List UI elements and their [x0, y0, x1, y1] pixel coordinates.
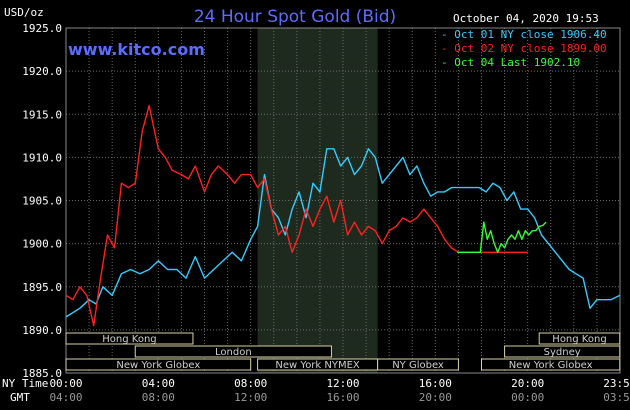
chart-date: October 04, 2020 19:53 — [453, 12, 599, 25]
market-label: Hong Kong — [552, 334, 606, 345]
y-tick-label: 1910.0 — [22, 151, 62, 164]
nymex-session-shading — [257, 28, 378, 373]
x-tick-label-ny: 04:00 — [142, 377, 175, 390]
x-tick-label-gmt: 16:00 — [326, 391, 359, 404]
ny-time-label: NY Time — [2, 377, 48, 390]
grid-lines — [65, 27, 621, 374]
y-tick-label: 1895.0 — [22, 281, 62, 294]
price-series — [65, 104, 621, 327]
x-tick-label-ny: 23:59 — [603, 377, 630, 390]
market-bar — [504, 345, 621, 358]
x-tick-label-gmt: 08:00 — [142, 391, 175, 404]
market-label: New York Globex — [509, 360, 593, 371]
market-bar — [538, 332, 621, 345]
market-label: Hong Kong — [102, 334, 156, 345]
y-tick-label: 1890.0 — [22, 324, 62, 337]
x-tick-label-ny: 20:00 — [511, 377, 544, 390]
market-bar — [481, 358, 621, 371]
market-bar — [65, 358, 252, 371]
y-tick-label: 1925.0 — [22, 22, 62, 35]
market-bar — [134, 345, 332, 358]
y-axis-ticks: 1885.0 1890.0 1895.0 1900.0 1905.0 1910.0 1915… — [22, 22, 62, 380]
x-axis-ticks: 00:0004:0008:0012:0016:0020:0023:5904:00… — [49, 377, 630, 404]
series-line-1 — [65, 148, 621, 318]
x-tick-label-gmt: 20:00 — [419, 391, 452, 404]
y-tick-label: 1900.0 — [22, 238, 62, 251]
y-tick-label: 1905.0 — [22, 195, 62, 208]
x-tick-label-ny: 12:00 — [326, 377, 359, 390]
gmt-label: GMT — [10, 391, 30, 404]
x-tick-label-gmt: 12:00 — [234, 391, 267, 404]
legend: - Oct 01 NY close 1906.40- Oct 02 NY clo… — [441, 28, 607, 69]
y-tick-label: 1885.0 — [22, 367, 62, 380]
y-tick-label: 1920.0 — [22, 65, 62, 78]
x-tick-label-gmt: 03:59 — [603, 391, 630, 404]
market-bar — [65, 332, 194, 345]
x-tick-label-ny: 16:00 — [419, 377, 452, 390]
legend-entry: - Oct 02 NY close 1899.00 — [441, 42, 607, 55]
plot-frame — [65, 27, 621, 374]
market-label: New York NYMEX — [275, 360, 360, 371]
market-session-bars: Hong Kong Hong Kong London Sydney New York G… — [65, 332, 621, 371]
market-label: Sydney — [544, 347, 581, 358]
series-line-3 — [457, 221, 547, 254]
x-tick-label-gmt: 04:00 — [49, 391, 82, 404]
series-line-2 — [65, 104, 528, 327]
market-label: London — [215, 347, 252, 358]
y-unit-label: USD/oz — [4, 6, 44, 19]
x-tick-label-gmt: 00:00 — [511, 391, 544, 404]
market-bar — [377, 358, 459, 371]
x-tick-label-ny: 00:00 — [49, 377, 82, 390]
y-tick-label: 1915.0 — [22, 108, 62, 121]
legend-entry: - Oct 01 NY close 1906.40 — [441, 28, 607, 41]
legend-entry: - Oct 04 Last 1902.10 — [441, 56, 580, 69]
x-tick-label-ny: 08:00 — [234, 377, 267, 390]
site-url: www.kitco.com — [68, 40, 205, 59]
chart-title: 24 Hour Spot Gold (Bid) — [194, 7, 396, 27]
market-label: NY Globex — [392, 360, 444, 371]
market-label: New York Globex — [116, 360, 200, 371]
